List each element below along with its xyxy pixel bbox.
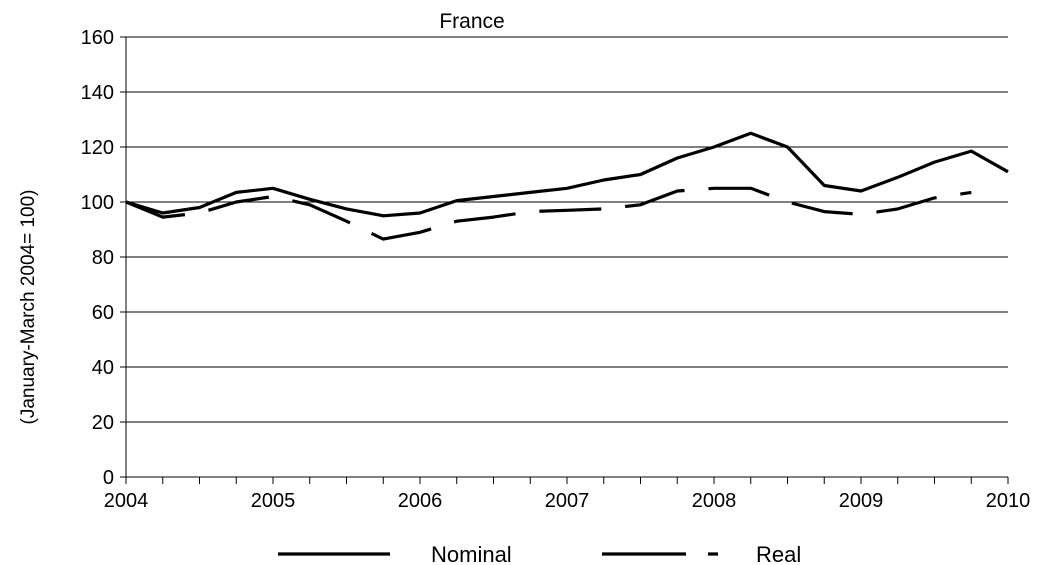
x-tick-label: 2007 [545, 490, 590, 512]
series-line-nominal [125, 131, 1009, 218]
legend-label-nominal: Nominal [431, 542, 512, 565]
y-axis-label: (January-March 2004= 100) [18, 190, 39, 425]
x-tick-label: 2005 [251, 490, 296, 512]
y-tick-label: 0 [103, 467, 114, 489]
series-lines [125, 131, 1009, 241]
legend: Nominal Real [278, 542, 801, 565]
x-tick-label: 2008 [692, 490, 737, 512]
y-tick-label: 60 [92, 302, 114, 324]
gridlines [126, 36, 1008, 423]
y-tick-label: 20 [92, 412, 114, 434]
y-tick-label: 140 [81, 82, 114, 104]
y-tick-label: 40 [92, 357, 114, 379]
y-tick-label: 120 [81, 137, 114, 159]
series-line-real [125, 186, 972, 241]
x-tick-label: 2009 [839, 490, 884, 512]
legend-label-real: Real [756, 542, 801, 565]
x-tick-label: 2010 [986, 490, 1031, 512]
x-tick-label: 2006 [398, 490, 443, 512]
chart-title: France [439, 10, 504, 33]
y-tick-label: 160 [81, 27, 114, 49]
axes: 0 20 40 60 80 100 120 140 160 2004 2005 2006 2007 200… [81, 27, 1031, 512]
x-tick-label: 2004 [104, 490, 149, 512]
y-tick-label: 100 [81, 192, 114, 214]
y-tick-label: 80 [92, 247, 114, 269]
